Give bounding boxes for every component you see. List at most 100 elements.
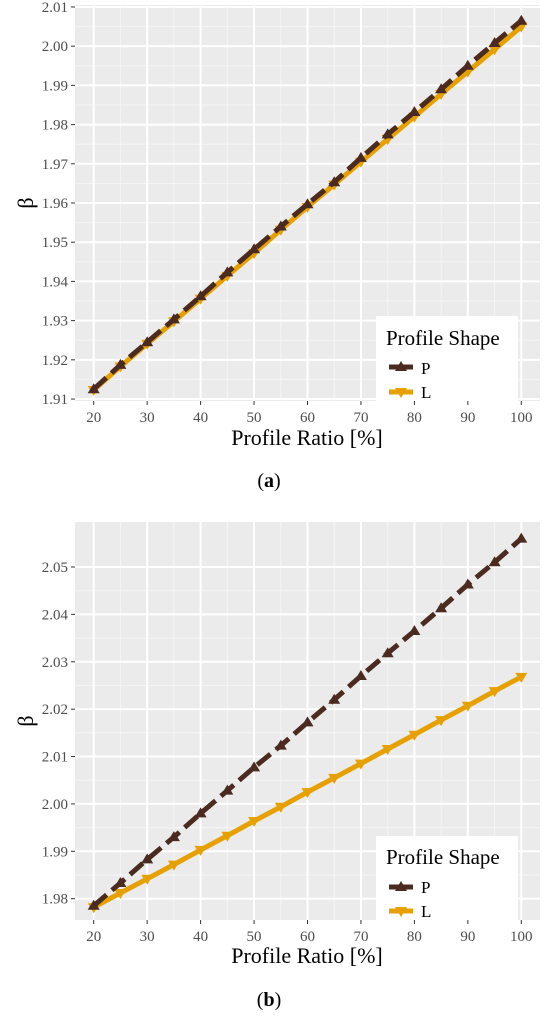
series-marker-p: [248, 243, 261, 254]
series-marker-p: [248, 761, 261, 772]
series-marker-p: [515, 532, 528, 543]
series-marker-p: [435, 602, 448, 613]
series-marker-p: [354, 151, 367, 162]
y-tick-label: 1.94: [42, 274, 69, 290]
legend-label-l: L: [421, 902, 431, 921]
series-marker-p: [194, 807, 207, 818]
series-marker-l: [354, 759, 367, 770]
series-marker-p: [381, 128, 394, 139]
series-marker-p: [381, 647, 394, 658]
x-tick-label: 20: [86, 929, 101, 945]
x-tick-label: 50: [247, 410, 262, 426]
series-line-p: [92, 536, 523, 908]
y-tick-label: 2.04: [42, 607, 69, 623]
y-tick-label: 2.03: [42, 655, 68, 671]
legend-title: Profile Shape: [386, 326, 500, 350]
panel-a-grid: [75, 5, 540, 401]
series-marker-p: [274, 220, 287, 231]
y-tick-label: 1.93: [42, 314, 68, 330]
series-marker-p: [488, 556, 501, 567]
x-tick-label: 70: [353, 929, 368, 945]
series-marker-p: [167, 313, 180, 324]
series-marker-p: [408, 106, 421, 116]
series-marker-p: [461, 59, 474, 70]
series-marker-p: [114, 877, 127, 887]
series-marker-l: [435, 716, 448, 727]
series-marker-p: [488, 37, 501, 47]
panel-b-caption: (b): [257, 989, 281, 1011]
panel-a-y-axis-label: β: [13, 197, 38, 208]
x-tick-label: 60: [300, 410, 315, 426]
legend-label-p: P: [421, 878, 430, 897]
series-marker-p: [461, 578, 474, 589]
x-tick-label: 80: [407, 929, 422, 945]
y-tick-label: 1.96: [42, 196, 69, 212]
x-tick-label: 30: [140, 929, 155, 945]
panel-a-caption: (a): [257, 470, 280, 492]
series-marker-l: [488, 687, 501, 698]
panel-b-series: [87, 532, 528, 914]
panel-a-x-tick-labels: 20 30 40 50 60 70 80 90 100: [86, 401, 533, 426]
panel-b-y-tick-labels: 1.98 1.99 2.00 2.01 2.02 2.03 2.04 2.05: [42, 560, 75, 908]
panel-b-caption-letter: b: [263, 989, 274, 1011]
panel-a-legend: Profile Shape P L: [376, 316, 518, 402]
series-marker-p: [87, 383, 100, 394]
y-tick-label: 1.99: [42, 78, 68, 94]
y-tick-label: 1.95: [42, 235, 68, 251]
chart-panel-a: 1.91 1.92 1.93 1.94 1.95 1.96 1.97 1.98 1.99 2.00…: [13, 0, 540, 492]
series-marker-l: [381, 745, 394, 755]
series-marker-l: [408, 730, 421, 741]
x-tick-label: 70: [353, 410, 368, 426]
y-tick-label: 1.99: [42, 844, 68, 860]
y-tick-label: 1.98: [42, 118, 68, 134]
panel-a-series: [87, 14, 528, 396]
x-tick-label: 90: [460, 929, 475, 945]
series-marker-l: [221, 831, 234, 842]
y-tick-label: 2.01: [42, 750, 68, 766]
panel-a-x-axis-label: Profile Ratio [%]: [231, 425, 383, 450]
series-marker-l: [141, 874, 154, 885]
x-tick-label: 50: [247, 929, 262, 945]
legend-background: [376, 836, 518, 920]
series-marker-p: [141, 336, 154, 347]
legend-label-l: L: [421, 383, 431, 402]
series-marker-p: [274, 739, 287, 750]
series-marker-p: [328, 176, 341, 187]
series-marker-l: [167, 860, 180, 871]
x-tick-label: 40: [193, 410, 208, 426]
chart-panel-b: 1.98 1.99 2.00 2.01 2.02 2.03 2.04 2.05 20 30 40 5…: [13, 522, 540, 1011]
series-marker-p: [435, 83, 448, 94]
series-marker-p: [194, 290, 207, 301]
x-tick-label: 90: [460, 410, 475, 426]
panel-a-y-tick-labels: 1.91 1.92 1.93 1.94 1.95 1.96 1.97 1.98 1.99 2.00…: [42, 0, 75, 408]
x-tick-label: 30: [140, 410, 155, 426]
y-tick-label: 1.98: [42, 892, 68, 908]
y-tick-label: 2.05: [42, 560, 68, 576]
legend-title: Profile Shape: [386, 845, 500, 869]
panel-b-x-tick-labels: 20 30 40 50 60 70 80 90 100: [86, 920, 533, 945]
legend-background: [376, 316, 518, 401]
series-line-p: [92, 18, 523, 392]
series-marker-l: [488, 45, 501, 56]
panel-b-y-axis-label: β: [13, 715, 38, 726]
series-marker-p: [515, 14, 528, 25]
x-tick-label: 40: [193, 929, 208, 945]
y-tick-label: 1.92: [42, 353, 68, 369]
series-marker-l: [194, 845, 207, 856]
series-marker-l: [515, 672, 528, 683]
series-marker-p: [221, 784, 234, 795]
x-tick-label: 80: [407, 410, 422, 426]
x-tick-label: 20: [86, 410, 101, 426]
x-tick-label: 60: [300, 929, 315, 945]
series-marker-l: [248, 817, 261, 827]
series-marker-p: [408, 625, 421, 635]
series-marker-l: [274, 802, 287, 813]
series-marker-p: [114, 358, 127, 369]
series-marker-p: [87, 899, 100, 910]
series-marker-p: [301, 198, 314, 209]
y-tick-label: 1.91: [42, 392, 68, 408]
x-tick-label: 100: [510, 410, 533, 426]
series-marker-p: [141, 853, 154, 864]
series-marker-p: [354, 670, 367, 680]
